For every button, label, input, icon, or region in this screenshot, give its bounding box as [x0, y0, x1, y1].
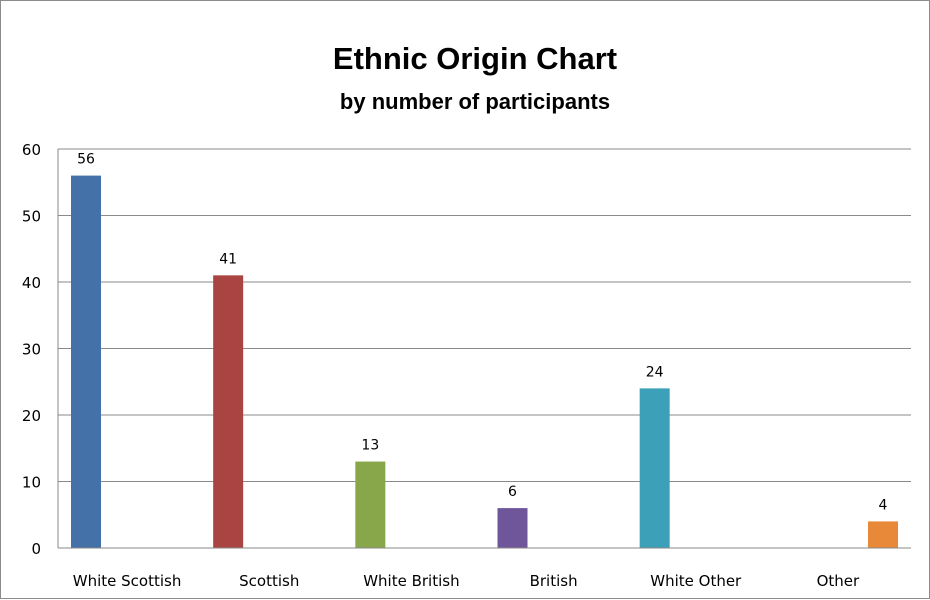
- x-tick-label: Other: [817, 572, 860, 590]
- bar: [213, 275, 244, 548]
- bar: [639, 388, 670, 548]
- y-axis-ticks: 0 10 20 30 40 50 60: [22, 141, 41, 558]
- bar: [355, 461, 386, 548]
- x-tick-label: White British: [363, 572, 459, 590]
- x-tick-label: White Scottish: [73, 572, 182, 590]
- bar: [71, 175, 101, 548]
- y-tick-label: 50: [22, 208, 41, 226]
- data-label: 56: [77, 152, 95, 168]
- y-tick-label: 40: [22, 274, 41, 292]
- bars: [71, 175, 898, 548]
- y-tick-label: 0: [31, 540, 41, 558]
- gridlines: [58, 148, 911, 549]
- x-tick-label: Scottish: [239, 572, 299, 590]
- y-tick-label: 10: [22, 474, 41, 492]
- bar: [868, 521, 898, 548]
- y-tick-label: 60: [22, 141, 41, 159]
- x-tick-label: British: [530, 572, 578, 590]
- y-tick-label: 30: [22, 341, 41, 359]
- data-labels: 56 41 13 6 24 4: [77, 152, 887, 514]
- data-label: 6: [508, 484, 517, 500]
- chart-title: Ethnic Origin Chart: [333, 41, 617, 76]
- data-label: 13: [361, 438, 379, 454]
- bar: [497, 508, 528, 548]
- data-label: 4: [879, 497, 888, 513]
- y-tick-label: 20: [22, 407, 41, 425]
- x-tick-label: White Other: [650, 572, 742, 590]
- x-axis-ticks: White Scottish Scottish White British Briti…: [73, 572, 860, 590]
- data-label: 41: [219, 251, 237, 267]
- data-label: 24: [646, 364, 664, 380]
- chart-subtitle: by number of participants: [340, 89, 610, 114]
